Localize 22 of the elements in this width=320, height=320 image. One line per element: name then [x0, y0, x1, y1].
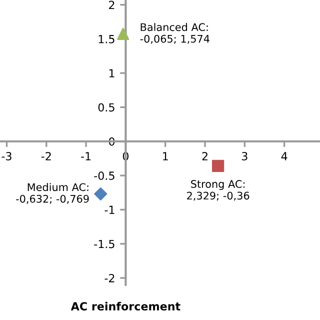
point: [212, 160, 224, 172]
x-tick-label: 2: [202, 152, 208, 160]
point: [117, 28, 130, 40]
x-axis-title: AC reinforcement: [70, 302, 180, 310]
y-tick-label: 0.5: [98, 103, 114, 112]
point: [94, 187, 108, 200]
y-tick-label: 2: [109, 0, 114, 9]
x-tick-label: -2: [41, 152, 51, 160]
annotation: Balanced AC: -0,065; 1,574: [140, 23, 210, 44]
x-tick-label: 3: [242, 152, 248, 160]
y-tick-label: 1: [109, 69, 114, 78]
y-tick-label: -1: [104, 206, 114, 214]
y-tick-label: -2: [104, 274, 114, 282]
x-tick-label: 4: [281, 152, 288, 160]
x-tick-label: -3: [2, 152, 12, 160]
y-tick-label: -0.5: [94, 172, 114, 180]
annotation: Strong AC: 2,329; -0,36: [187, 180, 250, 201]
annotation: Medium AC: -0,632; -0,769: [16, 183, 89, 204]
y-tick-label: 1.5: [98, 35, 114, 44]
y-tick-label: -1.5: [94, 240, 114, 248]
x-tick-label: 1: [163, 152, 168, 160]
x-tick-label: -1: [81, 152, 91, 160]
